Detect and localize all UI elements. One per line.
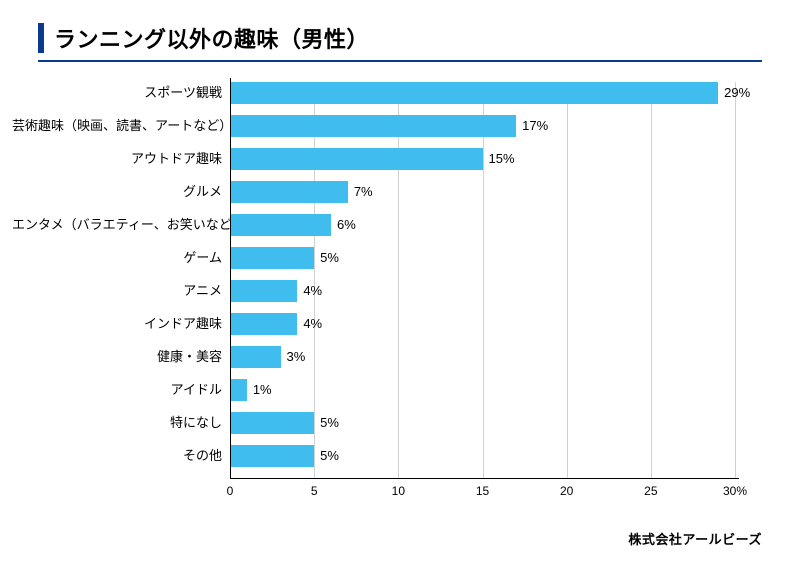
bar-value-label: 4% — [297, 313, 322, 335]
x-tick-label: 25 — [644, 478, 657, 498]
bar: 1% — [230, 379, 247, 401]
x-tick-label: 5 — [311, 478, 318, 498]
page: ランニング以外の趣味（男性） 051015202530%スポーツ観戦29%芸術趣… — [0, 0, 800, 566]
bar: 4% — [230, 280, 297, 302]
bar: 17% — [230, 115, 516, 137]
bar-category-label: ゲーム — [12, 247, 230, 269]
gridline — [567, 82, 568, 478]
bar-value-label: 1% — [247, 379, 272, 401]
bar-category-label: グルメ — [12, 181, 230, 203]
bar-category-label: 特になし — [12, 412, 230, 434]
bar-value-label: 4% — [297, 280, 322, 302]
bar-value-label: 17% — [516, 115, 548, 137]
y-axis-line — [230, 78, 231, 478]
bar-category-label: エンタメ（バラエティー、お笑いなど） — [12, 214, 230, 236]
bar-value-label: 6% — [331, 214, 356, 236]
bar-category-label: アウトドア趣味 — [12, 148, 230, 170]
title-underline — [38, 60, 762, 62]
title-accent — [38, 23, 44, 53]
title-block: ランニング以外の趣味（男性） — [38, 22, 762, 62]
x-axis-line — [230, 478, 739, 479]
chart-title: ランニング以外の趣味（男性） — [54, 22, 369, 54]
bar-category-label: 芸術趣味（映画、読書、アートなど） — [12, 115, 230, 137]
x-tick-label: 0 — [227, 478, 234, 498]
bar-category-label: アイドル — [12, 379, 230, 401]
gridline — [483, 82, 484, 478]
bar-value-label: 29% — [718, 82, 750, 104]
bar-value-label: 15% — [483, 148, 515, 170]
bar-category-label: スポーツ観戦 — [12, 82, 230, 104]
bar-category-label: その他 — [12, 445, 230, 467]
x-tick-label: 15 — [476, 478, 489, 498]
footer-credit: 株式会社アールビーズ — [628, 529, 762, 548]
bar-value-label: 3% — [281, 346, 306, 368]
bar: 7% — [230, 181, 348, 203]
bar-category-label: アニメ — [12, 280, 230, 302]
bar: 4% — [230, 313, 297, 335]
bar: 15% — [230, 148, 483, 170]
bar-value-label: 5% — [314, 247, 339, 269]
gridline — [651, 82, 652, 478]
bar-category-label: 健康・美容 — [12, 346, 230, 368]
bar: 5% — [230, 247, 314, 269]
bar-value-label: 7% — [348, 181, 373, 203]
bar: 6% — [230, 214, 331, 236]
gridline — [735, 82, 736, 478]
chart-plot-area: 051015202530%スポーツ観戦29%芸術趣味（映画、読書、アートなど）1… — [230, 82, 735, 478]
bar-value-label: 5% — [314, 445, 339, 467]
x-tick-label: 20 — [560, 478, 573, 498]
bar: 3% — [230, 346, 281, 368]
bar: 29% — [230, 82, 718, 104]
bar-category-label: インドア趣味 — [12, 313, 230, 335]
gridline — [398, 82, 399, 478]
bar: 5% — [230, 412, 314, 434]
x-tick-label: 30% — [723, 478, 747, 498]
bar: 5% — [230, 445, 314, 467]
bar-value-label: 5% — [314, 412, 339, 434]
x-tick-label: 10 — [392, 478, 405, 498]
title-bar: ランニング以外の趣味（男性） — [38, 22, 762, 54]
